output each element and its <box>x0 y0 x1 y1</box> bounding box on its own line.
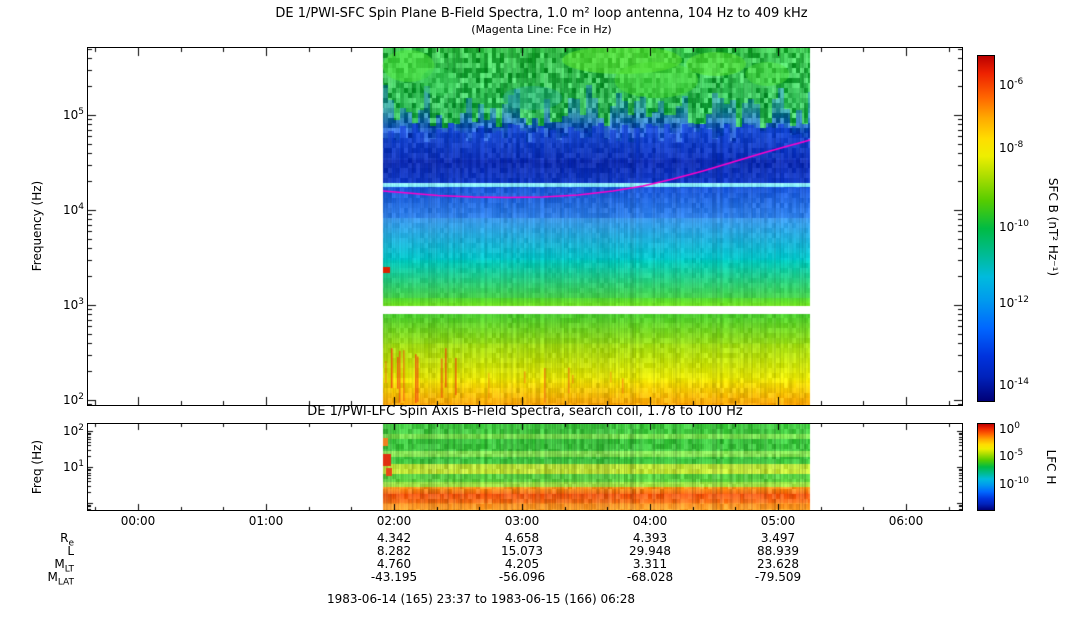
ephemeris-value: 23.628 <box>757 557 799 571</box>
sfc-ytick-1e4: 104 <box>62 202 84 217</box>
ephemeris-value: 4.393 <box>632 531 668 545</box>
sfc-cbar-tick-1e-8: 10-8 <box>999 140 1024 155</box>
time-tick-0600: 06:00 <box>888 514 924 528</box>
lfc-ytick-1e2: 102 <box>62 423 84 438</box>
time-tick-0300: 03:00 <box>504 514 540 528</box>
ephemeris-value: 4.205 <box>504 557 540 571</box>
sfc-yaxis-label: Frequency (Hz) <box>30 180 44 272</box>
sfc-colorbar-label: SFC B (nT² Hz⁻¹) <box>1046 177 1060 277</box>
lfc-spectrogram-plot <box>87 423 963 511</box>
ephemeris-label-l: L <box>67 544 74 558</box>
lfc-ytick-1e1: 101 <box>62 459 84 474</box>
lfc-colorbar <box>977 423 995 511</box>
lfc-cbar-tick-1e-5: 10-5 <box>999 448 1024 463</box>
sfc-ytick-1e2: 102 <box>62 392 84 407</box>
lfc-spectrogram-canvas <box>88 424 962 510</box>
time-tick-0400: 04:00 <box>632 514 668 528</box>
sfc-cbar-tick-1e-6: 10-6 <box>999 77 1024 92</box>
ephemeris-value: -68.028 <box>626 570 674 584</box>
page-subtitle: (Magenta Line: Fce in Hz) <box>471 23 612 36</box>
ephemeris-value: 88.939 <box>757 544 799 558</box>
ephemeris-value: 3.497 <box>760 531 796 545</box>
time-range-footer: 1983-06-14 (165) 23:37 to 1983-06-15 (16… <box>326 592 636 606</box>
time-tick-0200: 02:00 <box>376 514 412 528</box>
ephemeris-value: 4.342 <box>376 531 412 545</box>
sfc-ytick-1e5: 105 <box>62 107 84 122</box>
sfc-spectrogram-plot <box>87 47 963 406</box>
ephemeris-value: -56.096 <box>498 570 546 584</box>
sfc-colorbar <box>977 55 995 402</box>
ephemeris-value: 8.282 <box>376 544 412 558</box>
sfc-cbar-tick-1e-10: 10-10 <box>999 219 1029 234</box>
ephemeris-value: 4.658 <box>504 531 540 545</box>
lfc-panel-title: DE 1/PWI-LFC Spin Axis B-Field Spectra, … <box>307 404 743 419</box>
lfc-colorbar-label: LFC H <box>1044 449 1058 485</box>
ephemeris-label-mlat: MLAT <box>47 570 74 588</box>
ephemeris-value: 15.073 <box>501 544 543 558</box>
time-tick-0500: 05:00 <box>760 514 796 528</box>
time-tick-0100: 01:00 <box>248 514 284 528</box>
lfc-cbar-tick-1e-10: 10-10 <box>999 476 1029 491</box>
ephemeris-value: 3.311 <box>632 557 668 571</box>
ephemeris-label-mlt: MLT <box>54 557 74 575</box>
ephemeris-value: -43.195 <box>370 570 418 584</box>
ephemeris-value: 29.948 <box>629 544 671 558</box>
sfc-cbar-tick-1e-14: 10-14 <box>999 377 1029 392</box>
ephemeris-value: -79.509 <box>754 570 802 584</box>
sfc-spectrogram-canvas <box>88 48 962 405</box>
lfc-cbar-tick-1e0: 100 <box>999 421 1021 436</box>
page-title: DE 1/PWI-SFC Spin Plane B-Field Spectra,… <box>275 6 808 21</box>
ephemeris-label-re: Re <box>60 531 74 549</box>
sfc-cbar-tick-1e-12: 10-12 <box>999 295 1029 310</box>
ephemeris-value: 4.760 <box>376 557 412 571</box>
sfc-ytick-1e3: 103 <box>62 297 84 312</box>
time-tick-0000: 00:00 <box>120 514 156 528</box>
